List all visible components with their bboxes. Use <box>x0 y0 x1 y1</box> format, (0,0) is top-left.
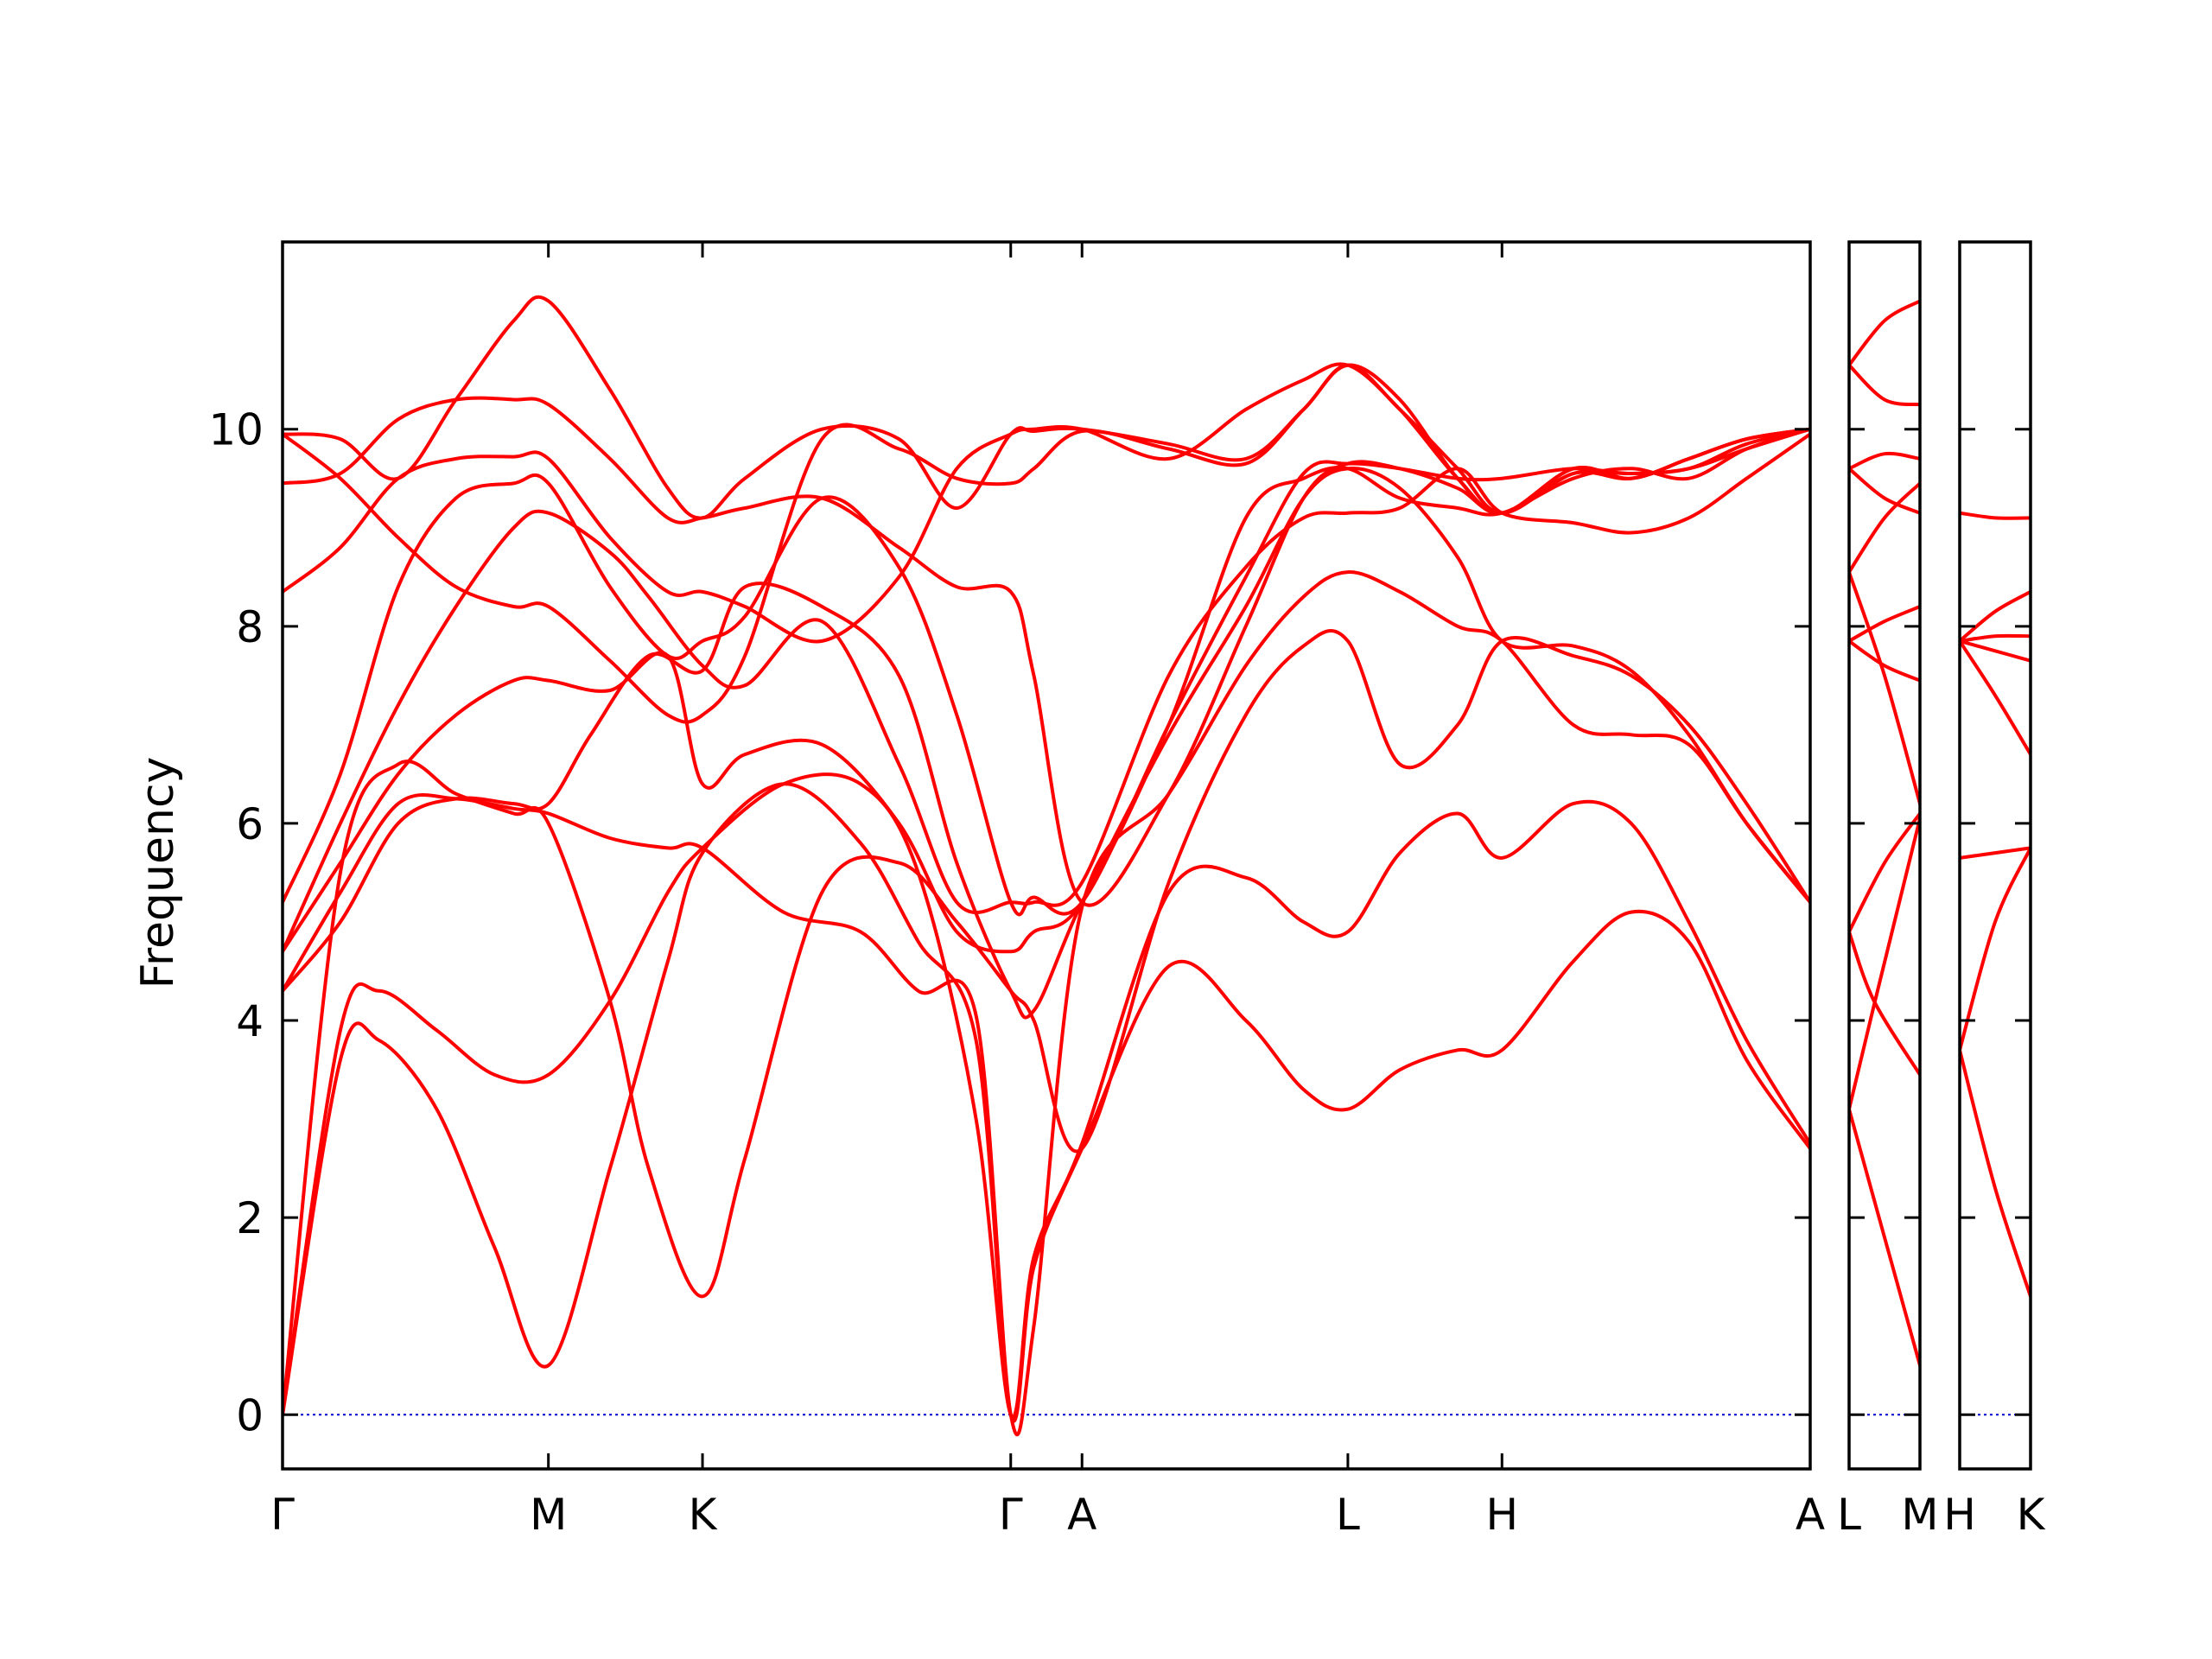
band-line-9 <box>283 362 1810 644</box>
band-line-6 <box>283 427 1810 954</box>
band-line-5 <box>283 467 1810 1020</box>
x-tick-label: A <box>1796 1490 1825 1540</box>
band-line-5 <box>1849 639 1920 683</box>
y-tick-label: 4 <box>236 996 264 1046</box>
band-line-1 <box>1960 1048 2031 1299</box>
x-tick-label: K <box>689 1490 718 1540</box>
x-tick-label: A <box>1067 1490 1096 1540</box>
band-line-6 <box>1849 605 1920 643</box>
band-line-8 <box>1960 511 2031 520</box>
y-axis-label: Frequency <box>132 757 184 989</box>
x-tick-label: K <box>2017 1490 2046 1540</box>
band-line-6 <box>1960 633 2031 643</box>
band-line-4 <box>1849 811 1920 934</box>
panel-frame <box>1847 240 1922 1471</box>
band-line-2 <box>283 772 1810 1420</box>
y-tick-label: 10 <box>208 405 264 455</box>
x-tick-label: M <box>1901 1490 1938 1540</box>
y-tick-label: 0 <box>236 1390 264 1440</box>
band-line-7 <box>1849 570 1920 806</box>
y-tick-label: 2 <box>236 1193 264 1243</box>
panel-frame <box>281 240 1812 1471</box>
band-line-9 <box>1849 451 1920 471</box>
band-line-3 <box>1849 930 1920 1077</box>
band-line-7 <box>283 432 1810 954</box>
band-line-4 <box>283 570 1810 1437</box>
band-line-10 <box>1849 467 1920 515</box>
y-tick-label: 6 <box>236 799 264 849</box>
band-line-1 <box>1849 1107 1920 1368</box>
y-tick-label: 8 <box>236 602 264 652</box>
x-tick-label: Γ <box>999 1490 1023 1540</box>
x-tick-label: Γ <box>270 1490 295 1540</box>
band-line-4 <box>1960 639 2031 757</box>
panel-frame <box>1958 240 2032 1471</box>
band-line-5 <box>1960 639 2031 663</box>
band-line-1 <box>283 782 1810 1423</box>
band-line-8 <box>283 427 1810 917</box>
band-line-12 <box>283 295 1810 520</box>
band-line-10 <box>283 396 1810 907</box>
band-line-2 <box>1960 846 2031 1052</box>
band-line-12 <box>1849 299 1920 367</box>
x-tick-label: M <box>530 1490 567 1540</box>
band-line-3 <box>1960 846 2031 860</box>
band-line-11 <box>283 363 1810 724</box>
band-line-11 <box>1849 363 1920 407</box>
band-line-7 <box>1960 589 2031 643</box>
band-group <box>1849 299 1920 1368</box>
band-group <box>1960 511 2031 1299</box>
band-line-3 <box>283 629 1810 1417</box>
x-tick-label: L <box>1336 1490 1360 1540</box>
x-tick-label: H <box>1485 1490 1518 1540</box>
x-tick-label: H <box>1943 1490 1976 1540</box>
band-group <box>283 295 1810 1437</box>
x-tick-label: L <box>1837 1490 1861 1540</box>
band-line-8 <box>1849 481 1920 575</box>
